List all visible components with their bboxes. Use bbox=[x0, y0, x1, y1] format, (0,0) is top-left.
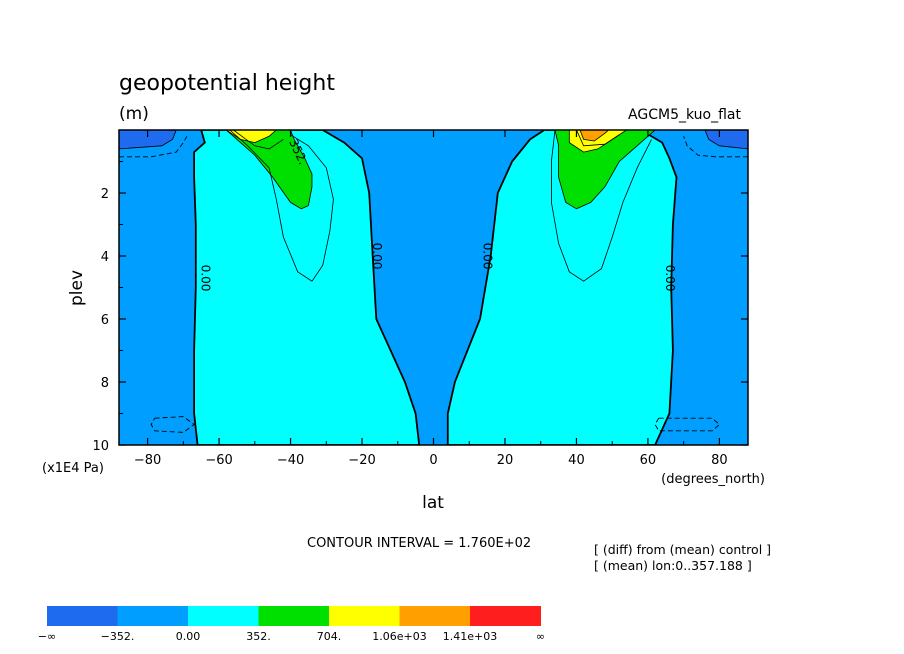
colorbar: −∞ −352. 0.00 352. 704. 1.06e+03 1.41e+03 ∞ bbox=[38, 606, 545, 643]
colorbar-label: 1.06e+03 bbox=[372, 630, 426, 643]
y-tick-label: 4 bbox=[101, 250, 109, 265]
contour-region-pos_low bbox=[193, 130, 421, 445]
colorbar-label: 0.00 bbox=[176, 630, 201, 643]
contour-line-negative bbox=[683, 136, 748, 158]
x-tick-label: −40 bbox=[277, 453, 304, 468]
chart-title: geopotential height bbox=[119, 71, 335, 96]
colorbar-swatch bbox=[117, 606, 189, 626]
x-tick-label: −20 bbox=[348, 453, 375, 468]
contour-line-negative bbox=[150, 416, 195, 433]
colorbar-label: −∞ bbox=[38, 630, 56, 643]
contour-line bbox=[229, 130, 334, 282]
note-mean: [ (mean) lon:0..357.188 ] bbox=[594, 558, 752, 573]
x-tick-label: 0 bbox=[429, 453, 437, 468]
colorbar-swatch bbox=[47, 606, 118, 626]
colorbar-label: ∞ bbox=[536, 630, 545, 643]
x-tick-label: −60 bbox=[205, 453, 232, 468]
colorbar-label: −352. bbox=[101, 630, 135, 643]
x-axis-label: lat bbox=[422, 493, 444, 513]
x-tick-label: 40 bbox=[568, 453, 585, 468]
contour-label: 0.00 bbox=[663, 265, 677, 292]
x-tick-label: 60 bbox=[640, 453, 657, 468]
x-tick-label: −80 bbox=[134, 453, 161, 468]
run-label: AGCM5_kuo_flat bbox=[628, 107, 741, 123]
contour-interval: CONTOUR INTERVAL = 1.760E+02 bbox=[307, 536, 531, 551]
contour-region-pos_low bbox=[446, 130, 678, 445]
colorbar-swatch bbox=[399, 606, 471, 626]
contour-line bbox=[233, 130, 284, 150]
contour-line bbox=[551, 130, 652, 282]
x-axis-units: (degrees_north) bbox=[661, 472, 765, 487]
x-tick-label: 80 bbox=[711, 453, 728, 468]
y-tick-label: 10 bbox=[92, 439, 109, 454]
contour-label: 0.00 bbox=[198, 265, 212, 292]
y-tick-label: 6 bbox=[101, 313, 109, 328]
contour-line bbox=[576, 130, 620, 147]
colorbar-label: 1.41e+03 bbox=[443, 630, 497, 643]
contour-region-neg_deep bbox=[119, 130, 177, 150]
contour-line-negative bbox=[119, 136, 188, 158]
y-axis-label: plev bbox=[67, 270, 87, 306]
contour-region-neg_deep bbox=[704, 130, 748, 150]
note-diff: [ (diff) from (mean) control ] bbox=[594, 542, 771, 557]
chart-units: (m) bbox=[119, 104, 149, 124]
colorbar-swatch bbox=[258, 606, 330, 626]
y-axis-units: (x1E4 Pa) bbox=[42, 461, 104, 476]
colorbar-swatch bbox=[188, 606, 259, 626]
contour-line-negative bbox=[654, 417, 721, 432]
x-tick-label: 20 bbox=[497, 453, 514, 468]
colorbar-swatch bbox=[329, 606, 400, 626]
y-tick-label: 2 bbox=[101, 187, 109, 202]
colorbar-label: 352. bbox=[246, 630, 271, 643]
y-tick-label: 8 bbox=[101, 376, 109, 391]
colorbar-label: 704. bbox=[317, 630, 342, 643]
contour-label: 0.00 bbox=[481, 243, 495, 270]
contour-region-orange bbox=[579, 130, 610, 142]
colorbar-swatch bbox=[470, 606, 541, 626]
contour-label: 0.00 bbox=[370, 243, 384, 270]
